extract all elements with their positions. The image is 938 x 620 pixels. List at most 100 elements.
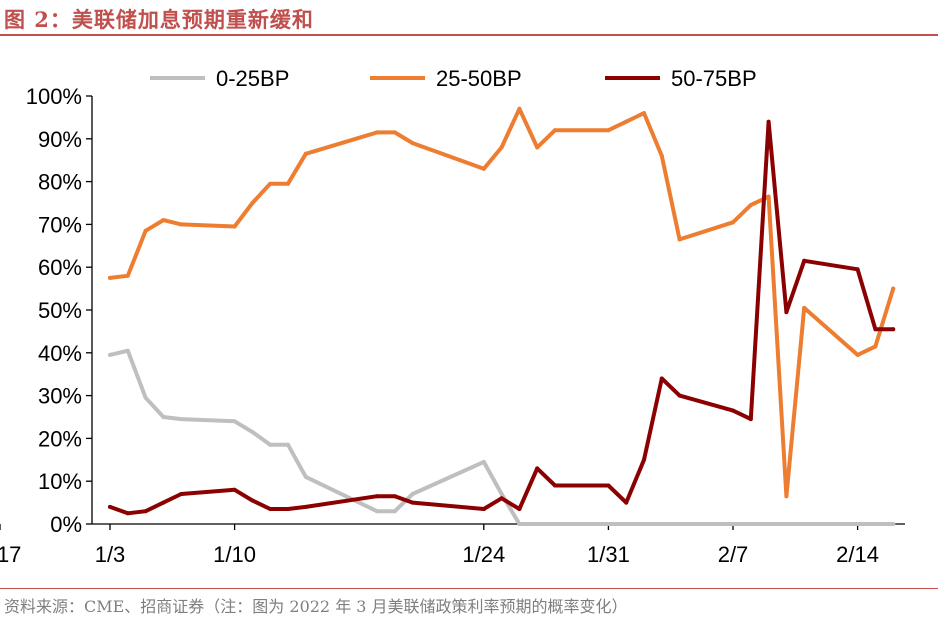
- y-tick-label: 50%: [38, 298, 82, 323]
- y-tick-label: 60%: [38, 255, 82, 280]
- data-point: [517, 106, 522, 111]
- data-point: [784, 522, 789, 526]
- data-point: [784, 494, 789, 499]
- data-point: [873, 327, 878, 332]
- x-tick-label: 1/17: [0, 542, 21, 567]
- data-point: [677, 522, 682, 526]
- data-point: [677, 237, 682, 242]
- source-note: 资料来源：CME、招商证券（注：图为 2022 年 3 月美联储政策利率预期的概…: [4, 597, 628, 616]
- data-point: [517, 507, 522, 511]
- x-axis: 1/3 1/10 1/17 1/24 1/31 2/7 2/14: [0, 523, 905, 567]
- series-0-25BP: [108, 348, 896, 526]
- data-point: [606, 128, 611, 133]
- data-point: [553, 522, 557, 526]
- x-tick-label: 2/14: [836, 542, 879, 567]
- data-point: [731, 408, 735, 413]
- data-point: [375, 509, 379, 514]
- legend-label: 25-50BP: [436, 66, 522, 91]
- data-point: [375, 494, 379, 499]
- data-point: [731, 522, 735, 526]
- data-point: [161, 415, 166, 419]
- figure-title: 图 2：美联储加息预期重新缓和: [4, 7, 314, 32]
- data-point: [268, 507, 273, 511]
- legend-label: 0-25BP: [216, 66, 289, 91]
- data-point: [659, 376, 664, 381]
- series-50-75BP: [108, 119, 896, 516]
- data-point: [286, 181, 290, 186]
- series-25-50BP: [108, 106, 896, 499]
- data-point: [766, 119, 771, 124]
- data-point: [125, 273, 130, 278]
- data-point: [606, 483, 611, 488]
- y-tick-label: 80%: [38, 170, 82, 195]
- data-point: [659, 153, 664, 158]
- data-point: [268, 181, 273, 186]
- data-point: [624, 119, 629, 124]
- data-point: [179, 492, 184, 496]
- y-tick-label: 0%: [50, 512, 82, 537]
- data-point: [624, 500, 629, 505]
- title-rule: [0, 34, 938, 36]
- y-tick-label: 20%: [38, 426, 82, 451]
- data-point: [873, 522, 878, 526]
- data-point: [232, 419, 237, 424]
- x-tick-label: 1/31: [587, 542, 630, 567]
- series-line-25-50BP: [108, 106, 896, 499]
- data-point: [766, 194, 771, 199]
- data-point: [535, 145, 540, 150]
- legend-item-50-75BP: 50-75BP: [605, 66, 757, 91]
- data-point: [392, 509, 397, 514]
- data-point: [606, 522, 611, 526]
- x-tick-label: 1/10: [213, 542, 256, 567]
- data-point: [125, 511, 130, 516]
- data-point: [143, 228, 148, 233]
- x-tick-label: 1/3: [95, 542, 126, 567]
- y-tick-label: 30%: [38, 384, 82, 409]
- data-point: [748, 203, 753, 208]
- data-point: [108, 352, 112, 357]
- data-point: [499, 492, 504, 496]
- data-point: [553, 128, 557, 133]
- data-point: [392, 494, 397, 499]
- data-point: [375, 130, 379, 135]
- data-point: [179, 417, 184, 422]
- y-tick-label: 70%: [38, 212, 82, 237]
- line-chart: 0-25BP 25-50BP 50-75BP 0% 10% 20% 30% 40% 50% 60…: [0, 66, 905, 567]
- data-point: [410, 141, 415, 146]
- data-point: [855, 352, 860, 357]
- data-point: [802, 305, 807, 310]
- data-point: [410, 500, 415, 505]
- data-point: [855, 522, 860, 526]
- data-point: [784, 310, 789, 315]
- data-point: [481, 507, 486, 511]
- y-tick-label: 90%: [38, 127, 82, 152]
- data-point: [286, 442, 290, 447]
- data-point: [286, 507, 290, 511]
- data-point: [517, 522, 522, 526]
- data-point: [855, 267, 860, 272]
- legend-label: 50-75BP: [671, 66, 757, 91]
- data-point: [250, 498, 255, 503]
- data-point: [303, 474, 308, 479]
- data-point: [410, 492, 415, 496]
- chart-legend: 0-25BP 25-50BP 50-75BP: [150, 66, 757, 91]
- data-point: [161, 500, 166, 505]
- data-point: [731, 220, 735, 225]
- data-point: [268, 442, 273, 447]
- y-tick-label: 40%: [38, 341, 82, 366]
- data-point: [624, 522, 629, 526]
- data-point: [250, 201, 255, 205]
- data-point: [143, 395, 148, 400]
- data-point: [642, 111, 646, 116]
- data-point: [642, 457, 646, 462]
- data-point: [125, 348, 130, 353]
- plot-lines: [108, 106, 896, 526]
- data-point: [392, 130, 397, 135]
- data-point: [481, 166, 486, 171]
- data-point: [161, 218, 166, 223]
- y-axis: 0% 10% 20% 30% 40% 50% 60% 70% 80% 90% 100%: [26, 84, 93, 537]
- data-point: [179, 222, 184, 227]
- legend-item-0-25BP: 0-25BP: [150, 66, 289, 91]
- data-point: [232, 487, 237, 492]
- data-point: [642, 522, 646, 526]
